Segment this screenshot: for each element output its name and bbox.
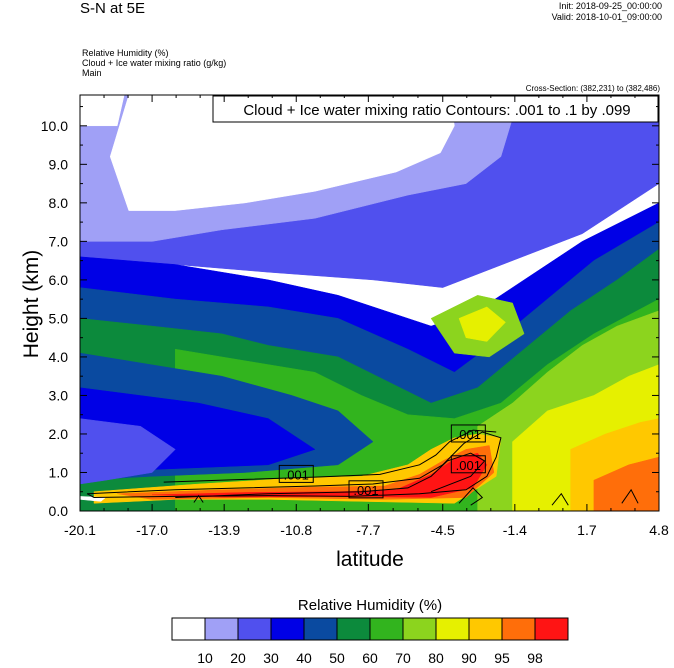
valid-time: Valid: 2018-10-01_09:00:00 bbox=[551, 12, 662, 22]
colorbar-swatch bbox=[204, 617, 239, 641]
colorbar-label: 70 bbox=[395, 650, 411, 666]
x-tick-label: -4.5 bbox=[431, 522, 455, 538]
contour-label-text: .001 bbox=[456, 458, 481, 473]
colorbar-label: 95 bbox=[494, 650, 510, 666]
y-tick-label: 6.0 bbox=[49, 272, 69, 288]
colorbar-swatch bbox=[501, 617, 536, 641]
y-tick-label: 1.0 bbox=[49, 464, 69, 480]
contour-line bbox=[458, 487, 484, 506]
colorbar-swatch bbox=[534, 617, 569, 641]
contour-line bbox=[193, 494, 204, 503]
y-tick-label: 10.0 bbox=[41, 118, 68, 134]
colorbar-label: 40 bbox=[296, 650, 312, 666]
contour-line bbox=[163, 429, 497, 483]
x-tick-label: 1.7 bbox=[577, 522, 597, 538]
init-time: Init: 2018-09-25_00:00:00 bbox=[558, 1, 662, 11]
y-tick-label: 2.0 bbox=[49, 426, 69, 442]
colorbar-label: 90 bbox=[461, 650, 477, 666]
contour-line bbox=[175, 452, 486, 498]
y-tick-label: 9.0 bbox=[49, 156, 69, 172]
plot-title: S-N at 5E bbox=[80, 0, 146, 17]
contour-label-text: .001 bbox=[284, 467, 309, 482]
x-axis: -20.1 -17.0 -13.9 -10.8 -7.7 -4.5 -1.4 1.7 4.8 bbox=[64, 95, 669, 538]
x-tick-label: -17.0 bbox=[136, 522, 168, 538]
contour-label-box bbox=[450, 424, 486, 443]
y-tick-label: 0.0 bbox=[49, 503, 69, 519]
colorbar-swatch bbox=[237, 617, 272, 641]
rh-region bbox=[593, 456, 659, 511]
rh-region bbox=[458, 306, 506, 342]
colorbar-swatch bbox=[303, 617, 338, 641]
x-tick-label: -10.8 bbox=[280, 522, 312, 538]
rh-region bbox=[80, 95, 125, 127]
colorbar-swatch bbox=[468, 617, 503, 641]
contour-title: Cloud + Ice water mixing ratio Contours:… bbox=[243, 102, 630, 119]
y-tick-label: 7.0 bbox=[49, 233, 69, 249]
contour-label-box bbox=[450, 455, 486, 474]
plot-frame bbox=[79, 94, 660, 512]
x-tick-label: -13.9 bbox=[208, 522, 240, 538]
y-axis-label: Height (km) bbox=[20, 249, 43, 359]
contour-label: .001 bbox=[450, 424, 486, 443]
x-tick-label: -20.1 bbox=[64, 522, 96, 538]
colorbar-label: 98 bbox=[527, 650, 543, 666]
variable-list: Relative Humidity (%) Cloud + Ice water … bbox=[82, 48, 226, 78]
contour-line bbox=[621, 488, 639, 504]
colorbar-label: 10 bbox=[197, 650, 213, 666]
colorbar-label: 50 bbox=[329, 650, 345, 666]
colorbar-swatch bbox=[435, 617, 470, 641]
y-tick-label: 5.0 bbox=[49, 310, 69, 326]
contour-label: .001 bbox=[450, 455, 486, 474]
contour-label-box bbox=[348, 480, 384, 499]
colorbar-label: 80 bbox=[428, 650, 444, 666]
variable-main: Main bbox=[82, 68, 102, 78]
colorbar-label: 30 bbox=[263, 650, 279, 666]
colorbar-swatch bbox=[402, 617, 437, 641]
colorbar-swatch bbox=[336, 617, 371, 641]
x-tick-label: -7.7 bbox=[356, 522, 380, 538]
colorbar-swatch bbox=[171, 617, 206, 641]
variable-rh: Relative Humidity (%) bbox=[82, 48, 169, 58]
colorbar-title: Relative Humidity (%) bbox=[297, 597, 443, 614]
y-axis: 0.0 1.0 2.0 3.0 4.0 5.0 6.0 7.0 8.0 9.0 10.0 bbox=[41, 106, 659, 519]
variable-cloud-ice: Cloud + Ice water mixing ratio (g/kg) bbox=[82, 58, 227, 68]
contour-title-box: Cloud + Ice water mixing ratio Contours:… bbox=[212, 95, 659, 123]
x-tick-label: -1.4 bbox=[503, 522, 527, 538]
time-info: Init: 2018-09-25_00:00:00 Valid: 2018-10… bbox=[552, 1, 662, 23]
rh-region bbox=[80, 418, 176, 485]
contour-line bbox=[551, 492, 569, 506]
contour-label: .001 bbox=[278, 464, 314, 483]
x-axis-label: latitude bbox=[336, 548, 404, 571]
colorbar-label: 60 bbox=[362, 650, 378, 666]
plot-area bbox=[80, 95, 659, 511]
colorbar-swatch bbox=[369, 617, 404, 641]
contour-label: .001 bbox=[348, 480, 384, 499]
colorbar: 10 20 30 40 50 60 70 80 90 95 98 bbox=[171, 617, 569, 666]
contour-label-text: .001 bbox=[353, 483, 378, 498]
colorbar-swatch bbox=[270, 617, 305, 641]
colorbar-label: 20 bbox=[230, 650, 246, 666]
cross-section-label: Cross-Section: (382,231) to (382,486) bbox=[525, 84, 660, 93]
y-tick-label: 8.0 bbox=[49, 195, 69, 211]
contour-label-text: .001 bbox=[456, 427, 481, 442]
contour-labels: .001 .001 .001 .001 bbox=[278, 424, 486, 499]
contour-line bbox=[86, 431, 502, 499]
contour-label-box bbox=[278, 464, 314, 483]
rh-region bbox=[117, 445, 495, 500]
y-tick-label: 3.0 bbox=[49, 387, 69, 403]
y-tick-label: 4.0 bbox=[49, 349, 69, 365]
x-tick-label: 4.8 bbox=[649, 522, 669, 538]
